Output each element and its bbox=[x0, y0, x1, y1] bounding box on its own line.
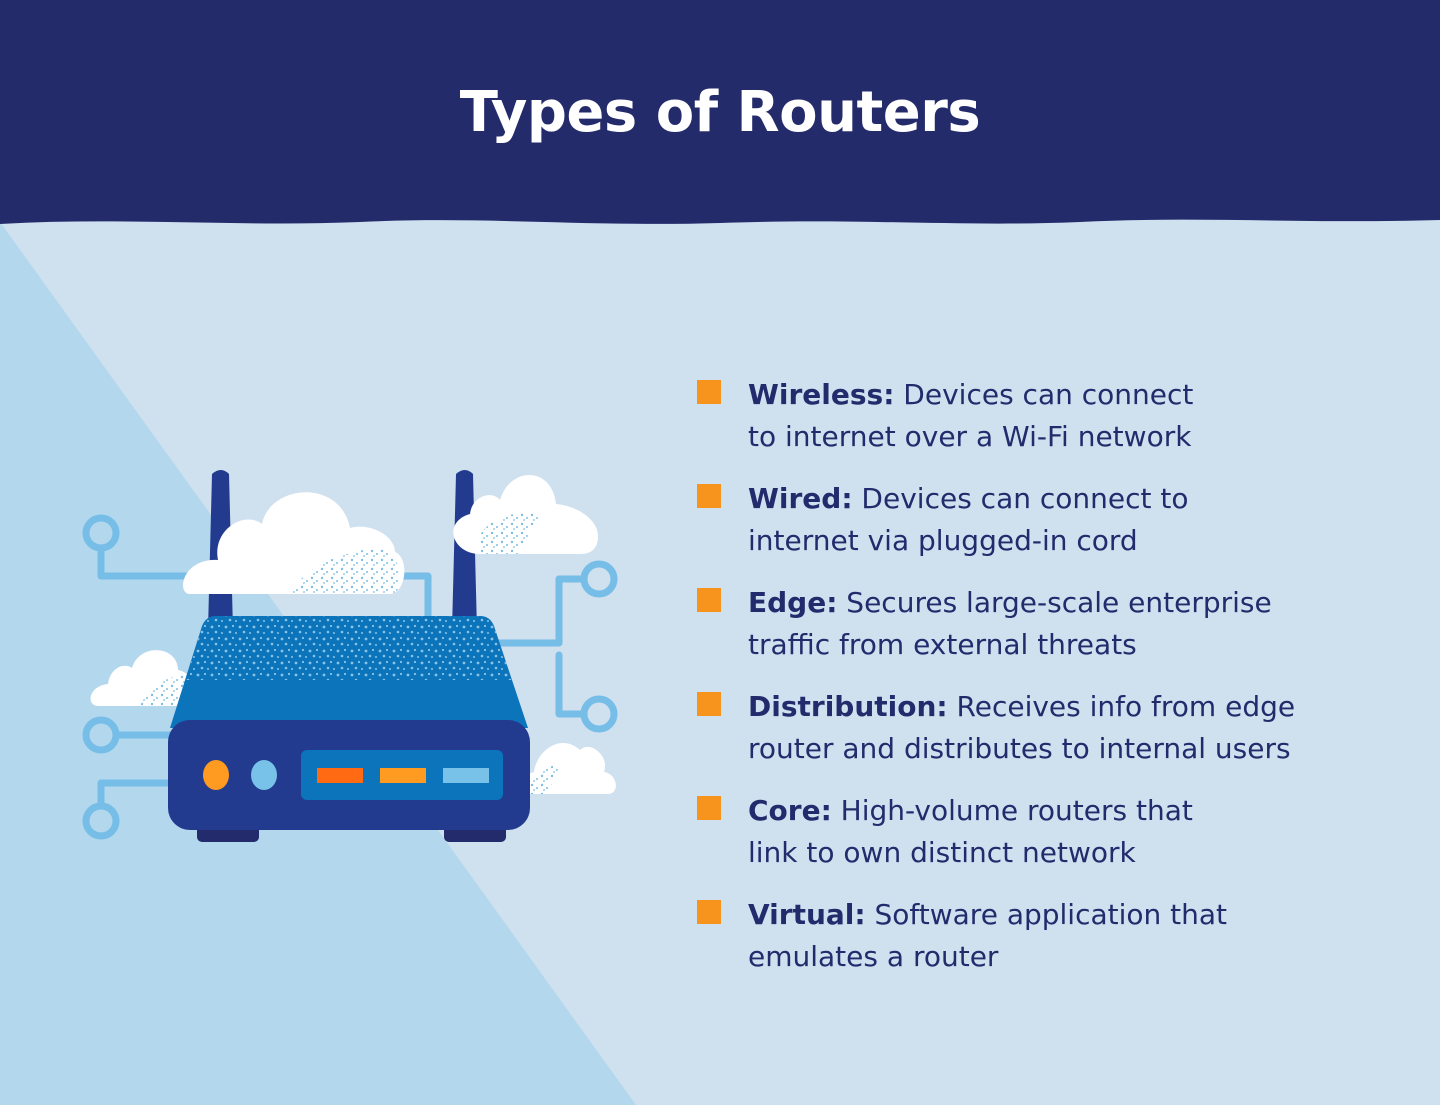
router-icon bbox=[168, 616, 530, 842]
type-name: Distribution: bbox=[748, 690, 948, 723]
type-line-1: Wireless: Devices can connect bbox=[748, 374, 1397, 416]
list-item: Core: High-volume routers that link to o… bbox=[697, 790, 1397, 894]
type-description: Devices can connect to bbox=[852, 482, 1189, 515]
list-item: Edge: Secures large-scale enterprise tra… bbox=[697, 582, 1397, 686]
type-description-line-2: internet via plugged-in cord bbox=[748, 524, 1138, 557]
type-description-line-2: to internet over a Wi-Fi network bbox=[748, 420, 1192, 453]
type-line-1: Edge: Secures large-scale enterprise bbox=[748, 582, 1397, 624]
type-description-line-2: traffic from external threats bbox=[748, 628, 1137, 661]
type-description: Software application that bbox=[865, 898, 1228, 931]
router-types-list: Wireless: Devices can connect to interne… bbox=[697, 374, 1397, 998]
cloud-icon bbox=[183, 492, 405, 594]
list-item: Virtual: Software application that emula… bbox=[697, 894, 1397, 998]
list-item: Wired: Devices can connect to internet v… bbox=[697, 478, 1397, 582]
cloud-icon bbox=[453, 474, 598, 554]
type-description-line-2: link to own distinct network bbox=[748, 836, 1136, 869]
cloud-icon bbox=[521, 742, 616, 794]
header-band bbox=[0, 0, 1440, 224]
bullet-square-icon bbox=[697, 380, 721, 404]
type-name: Virtual: bbox=[748, 898, 866, 931]
bullet-square-icon bbox=[697, 900, 721, 924]
bullet-square-icon bbox=[697, 484, 721, 508]
bullet-square-icon bbox=[697, 796, 721, 820]
type-description: High-volume routers that bbox=[831, 794, 1193, 827]
type-description: Receives info from edge bbox=[947, 690, 1296, 723]
list-item: Distribution: Receives info from edge ro… bbox=[697, 686, 1397, 790]
type-description-line-2: emulates a router bbox=[748, 940, 999, 973]
type-description: Secures large-scale enterprise bbox=[837, 586, 1272, 619]
list-item: Wireless: Devices can connect to interne… bbox=[697, 374, 1397, 478]
type-name: Wireless: bbox=[748, 378, 895, 411]
type-description: Devices can connect bbox=[894, 378, 1194, 411]
type-line-1: Wired: Devices can connect to bbox=[748, 478, 1397, 520]
type-name: Edge: bbox=[748, 586, 838, 619]
circuit-trace-icon bbox=[82, 514, 618, 840]
type-line-1: Distribution: Receives info from edge bbox=[748, 686, 1397, 728]
page-title: Types of Routers bbox=[459, 80, 981, 145]
bullet-square-icon bbox=[697, 692, 721, 716]
type-line-1: Core: High-volume routers that bbox=[748, 790, 1397, 832]
type-description-line-2: router and distributes to internal users bbox=[748, 732, 1291, 765]
type-name: Wired: bbox=[748, 482, 853, 515]
type-name: Core: bbox=[748, 794, 832, 827]
type-line-1: Virtual: Software application that bbox=[748, 894, 1397, 936]
bullet-square-icon bbox=[697, 588, 721, 612]
